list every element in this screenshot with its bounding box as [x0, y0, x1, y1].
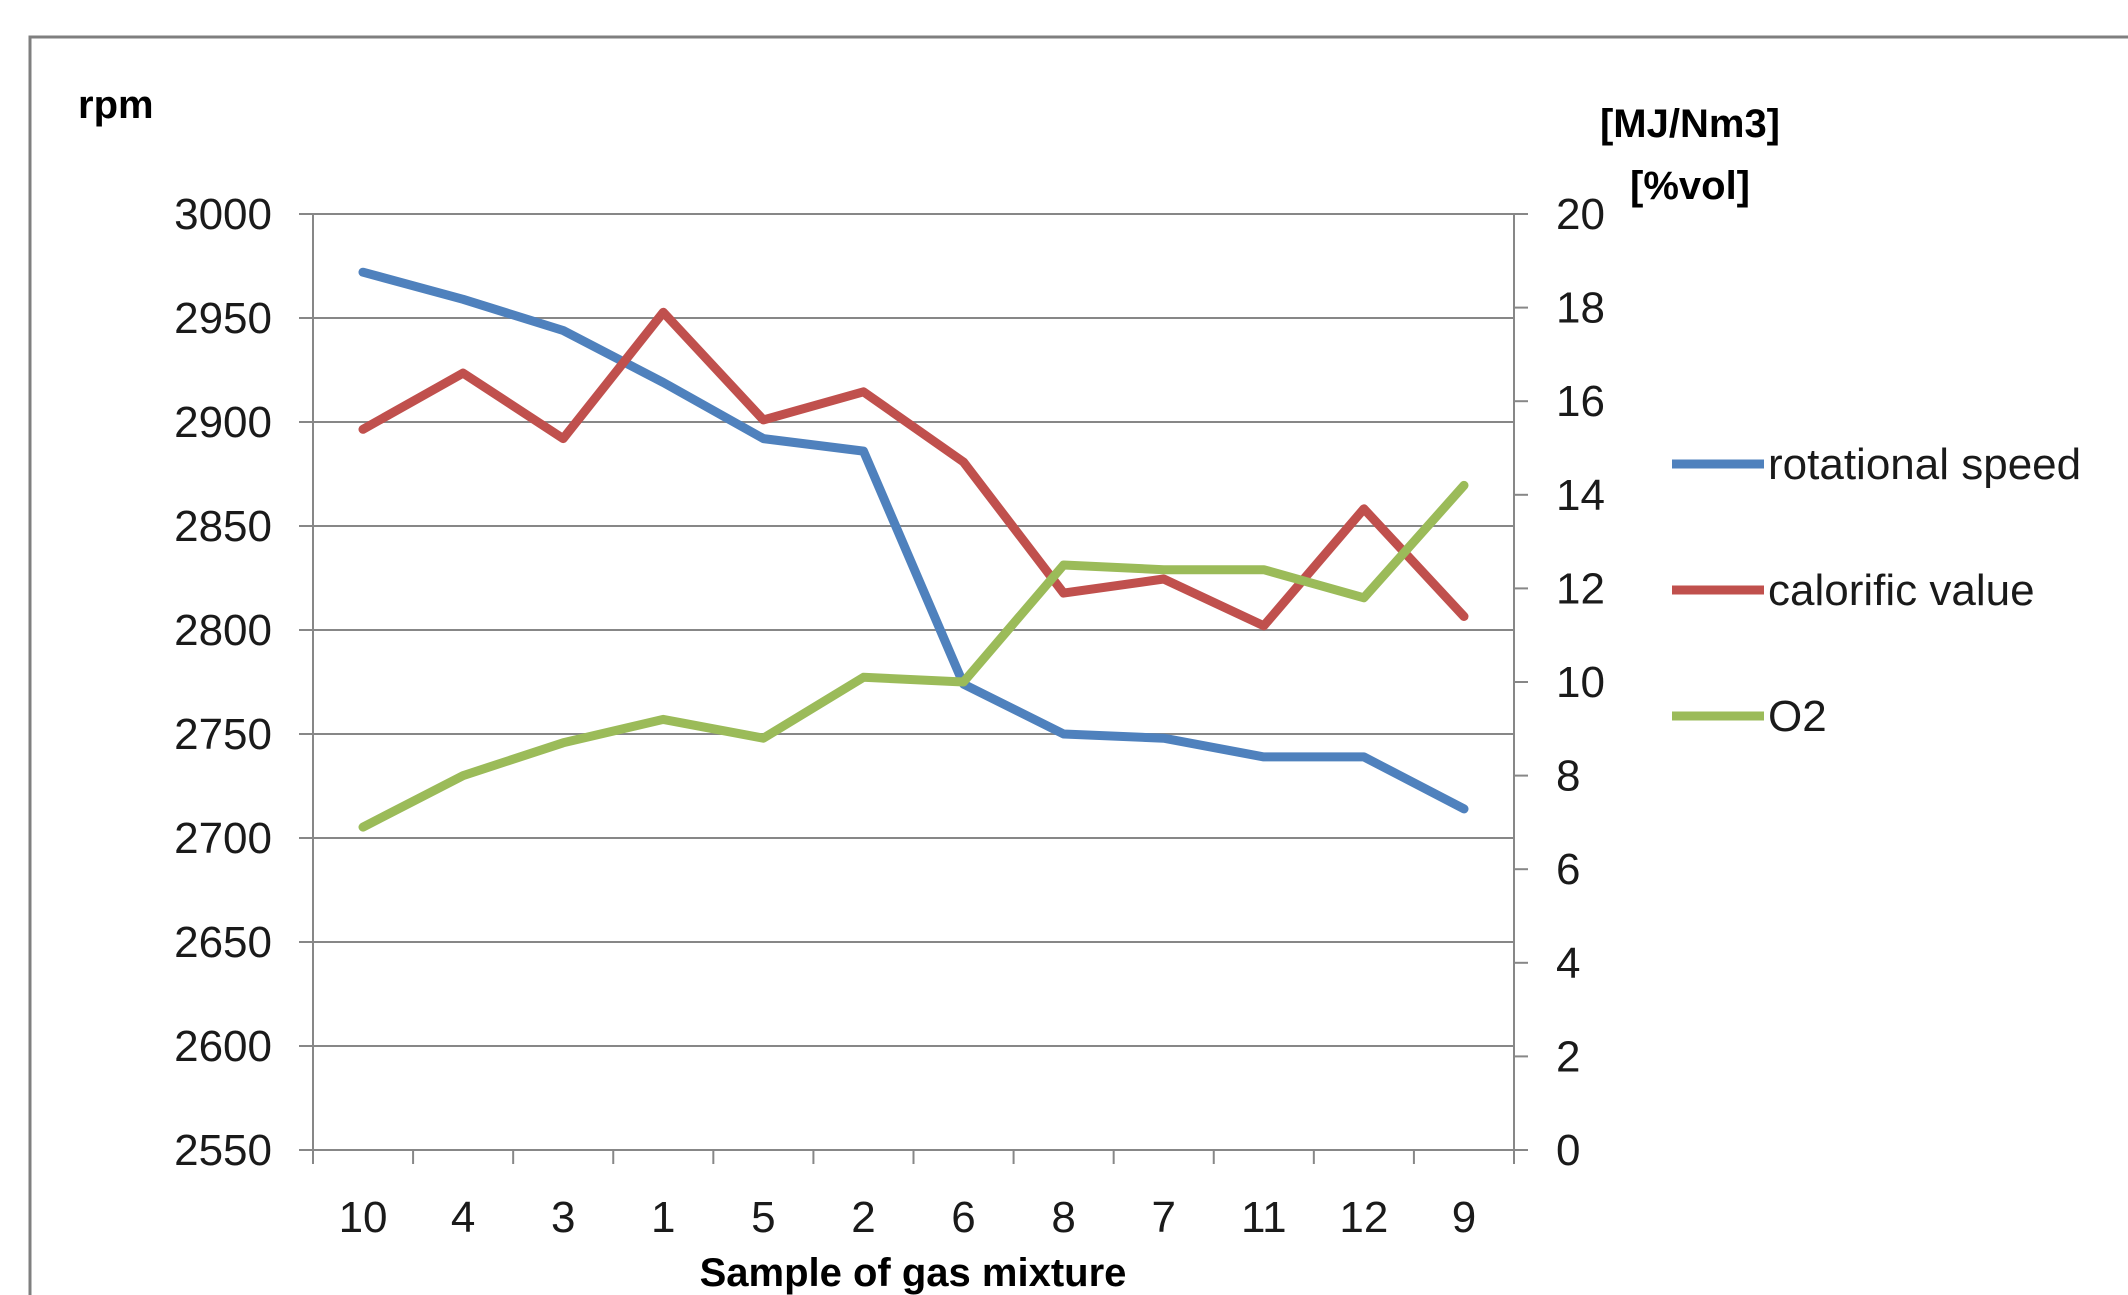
legend-label: O2 [1768, 692, 1827, 741]
y2-tick-label: 16 [1556, 377, 1605, 426]
x-tick-label: 7 [1151, 1193, 1175, 1242]
x-tick-label: 3 [551, 1193, 575, 1242]
y2-tick-label: 12 [1556, 564, 1605, 613]
y2-axis-title-line2: [%vol] [1630, 164, 1750, 208]
y-tick-label: 2950 [174, 294, 272, 343]
axes: 3000295029002850280027502700265026002550… [174, 190, 1605, 1242]
x-tick-label: 9 [1452, 1193, 1476, 1242]
x-tick-label: 12 [1339, 1193, 1388, 1242]
series-line [358, 307, 1469, 631]
y2-tick-label: 10 [1556, 658, 1605, 707]
chart-frame [28, 35, 2128, 1295]
y2-tick-label: 6 [1556, 845, 1580, 894]
y-tick-label: 2650 [174, 918, 272, 967]
x-tick-label: 11 [1241, 1193, 1287, 1242]
y2-tick-label: 0 [1556, 1126, 1580, 1175]
x-tick-label: 4 [451, 1193, 475, 1242]
y-tick-label: 2800 [174, 606, 272, 655]
y-tick-label: 2900 [174, 398, 272, 447]
x-tick-label: 10 [339, 1193, 388, 1242]
x-tick-label: 2 [851, 1193, 875, 1242]
y2-tick-label: 14 [1556, 471, 1605, 520]
y2-tick-label: 18 [1556, 284, 1605, 333]
series-line [358, 480, 1469, 832]
y-tick-label: 2700 [174, 814, 272, 863]
legend-label: calorific value [1768, 566, 2035, 615]
y2-axis-title-line1: [MJ/Nm3] [1600, 102, 1780, 146]
y-tick-label: 2750 [174, 710, 272, 759]
y2-tick-label: 2 [1556, 1032, 1580, 1081]
y-tick-label: 2550 [174, 1126, 272, 1175]
y-tick-label: 2850 [174, 502, 272, 551]
y-tick-label: 2600 [174, 1022, 272, 1071]
y2-tick-label: 20 [1556, 190, 1605, 239]
legend-label: rotational speed [1768, 440, 2081, 489]
y2-tick-label: 8 [1556, 752, 1580, 801]
y2-tick-label: 4 [1556, 939, 1580, 988]
legend: rotational speed calorific value O2 [1672, 440, 2081, 741]
series-line [358, 267, 1469, 814]
x-tick-label: 8 [1051, 1193, 1075, 1242]
x-axis-title: Sample of gas mixture [700, 1251, 1127, 1295]
series-lines [358, 267, 1469, 832]
x-tick-label: 5 [751, 1193, 775, 1242]
x-tick-label: 1 [651, 1193, 675, 1242]
y-tick-label: 3000 [174, 190, 272, 239]
x-tick-label: 6 [951, 1193, 975, 1242]
y-axis-title: rpm [78, 83, 154, 127]
